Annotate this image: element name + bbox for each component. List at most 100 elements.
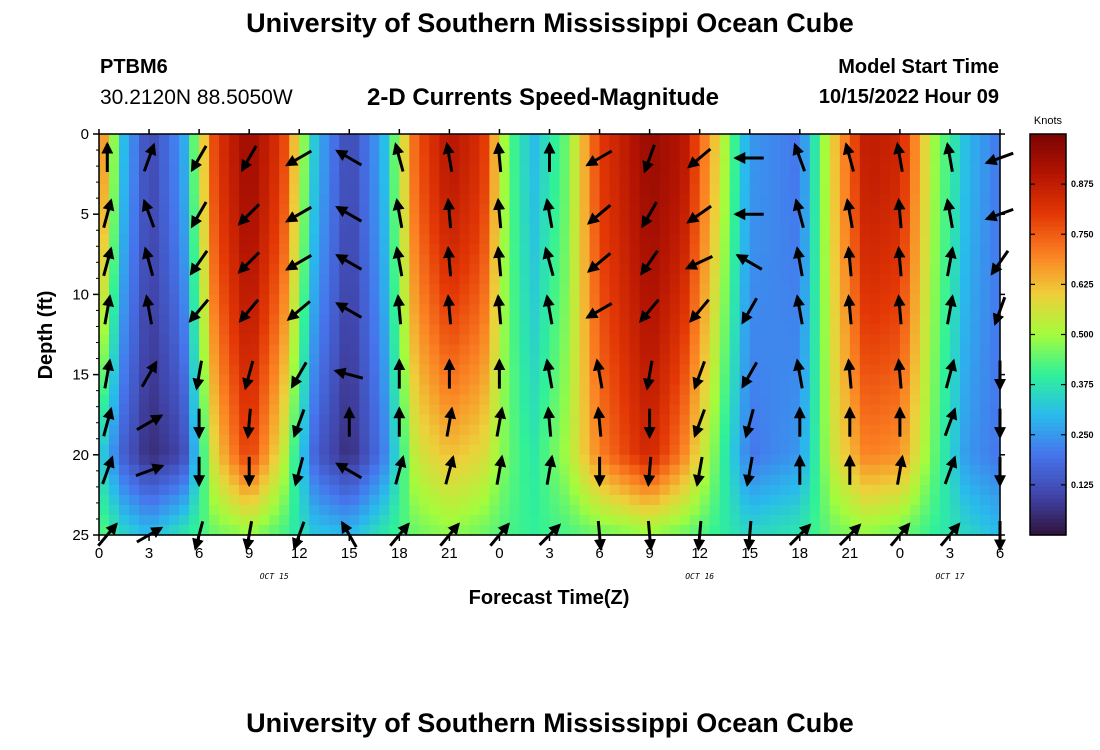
heatmap-cell bbox=[889, 494, 901, 506]
heatmap-cell bbox=[809, 284, 821, 296]
heatmap-cell bbox=[499, 264, 511, 275]
heatmap-cell bbox=[409, 314, 420, 326]
heatmap-cell bbox=[569, 454, 581, 466]
heatmap-cell bbox=[309, 364, 320, 376]
heatmap-cell bbox=[139, 484, 150, 496]
heatmap-cell bbox=[529, 394, 541, 406]
heatmap-cell bbox=[409, 184, 420, 195]
heatmap-cell bbox=[729, 304, 741, 316]
heatmap-cell bbox=[289, 204, 300, 215]
heatmap-cell bbox=[469, 164, 481, 175]
heatmap-cell bbox=[209, 484, 220, 496]
heatmap-cell bbox=[759, 284, 771, 296]
heatmap-cell bbox=[829, 294, 841, 306]
heatmap-cell bbox=[949, 394, 961, 406]
heatmap-cell bbox=[339, 294, 350, 306]
heatmap-cell bbox=[369, 234, 380, 245]
heatmap-cell bbox=[949, 194, 961, 205]
heatmap-cell bbox=[199, 404, 210, 416]
heatmap-cell bbox=[679, 304, 691, 316]
heatmap-cell bbox=[559, 144, 571, 155]
heatmap-cell bbox=[849, 384, 861, 396]
station-id: PTBM6 bbox=[100, 56, 168, 78]
heatmap-cell bbox=[109, 344, 120, 356]
heatmap-cell bbox=[389, 274, 400, 285]
heatmap-cell bbox=[629, 284, 641, 296]
heatmap-cell bbox=[699, 134, 711, 145]
heatmap-cell bbox=[409, 164, 420, 175]
heatmap-cell bbox=[539, 394, 551, 406]
heatmap-cell bbox=[899, 324, 911, 336]
heatmap-cell bbox=[639, 404, 651, 416]
heatmap-cell bbox=[849, 224, 861, 235]
heatmap-cell bbox=[449, 234, 460, 245]
heatmap-cell bbox=[669, 504, 681, 516]
heatmap-cell bbox=[539, 454, 551, 466]
heatmap-cell bbox=[559, 234, 571, 245]
heatmap-cell bbox=[889, 274, 901, 285]
heatmap-cell bbox=[329, 434, 340, 446]
heatmap-cell bbox=[789, 464, 801, 476]
heatmap-cell bbox=[649, 254, 661, 265]
heatmap-cell bbox=[819, 354, 831, 366]
heatmap-cell bbox=[539, 504, 551, 516]
heatmap-cell bbox=[669, 294, 681, 306]
heatmap-cell bbox=[379, 144, 390, 155]
heatmap-cell bbox=[349, 334, 360, 346]
colorbar-segment bbox=[1030, 346, 1066, 352]
heatmap-cell bbox=[629, 404, 641, 416]
heatmap-cell bbox=[109, 354, 120, 366]
heatmap-cell bbox=[709, 384, 721, 396]
current-vector-arrow bbox=[102, 246, 115, 277]
heatmap-cell bbox=[399, 494, 410, 506]
heatmap-cell bbox=[829, 494, 841, 506]
heatmap-cell bbox=[349, 394, 360, 406]
heatmap-cell bbox=[229, 244, 240, 255]
heatmap-cell bbox=[99, 194, 110, 205]
heatmap-cell bbox=[379, 344, 390, 356]
heatmap-cell bbox=[649, 154, 661, 165]
heatmap-cell bbox=[259, 464, 270, 476]
heatmap-cell bbox=[649, 204, 661, 215]
heatmap-cell bbox=[179, 354, 190, 366]
heatmap-cell bbox=[669, 154, 681, 165]
heatmap-cell bbox=[949, 444, 961, 456]
heatmap-cell bbox=[739, 174, 751, 185]
heatmap-cell bbox=[509, 194, 521, 205]
heatmap-cell bbox=[629, 214, 641, 225]
heatmap-cell bbox=[489, 504, 501, 516]
heatmap-cell bbox=[739, 454, 751, 466]
heatmap-cell bbox=[719, 474, 731, 486]
heatmap-cell bbox=[809, 444, 821, 456]
heatmap-cell bbox=[109, 194, 120, 205]
heatmap-cell bbox=[909, 194, 921, 205]
heatmap-cell bbox=[759, 454, 771, 466]
heatmap-cell bbox=[179, 334, 190, 346]
heatmap-cell bbox=[119, 324, 130, 336]
heatmap-cell bbox=[719, 324, 731, 336]
heatmap-cell bbox=[789, 524, 801, 536]
heatmap-cell bbox=[969, 334, 981, 346]
heatmap-cell bbox=[659, 524, 671, 536]
heatmap-cell bbox=[939, 304, 951, 316]
heatmap-cell bbox=[949, 204, 961, 215]
x-tick-label: 15 bbox=[741, 545, 758, 562]
heatmap-cell bbox=[889, 434, 901, 446]
current-vector-arrow bbox=[544, 454, 557, 485]
heatmap-cell bbox=[639, 204, 651, 215]
heatmap-cell bbox=[929, 264, 941, 275]
heatmap-cell bbox=[269, 404, 280, 416]
heatmap-cell bbox=[659, 204, 671, 215]
heatmap-cell bbox=[699, 354, 711, 366]
heatmap-cell bbox=[329, 314, 340, 326]
heatmap-cell bbox=[589, 434, 601, 446]
heatmap-cell bbox=[679, 504, 691, 516]
heatmap-cell bbox=[99, 454, 110, 466]
heatmap-cell bbox=[229, 284, 240, 296]
heatmap-cell bbox=[579, 214, 591, 225]
heatmap-cell bbox=[759, 304, 771, 316]
heatmap-cell bbox=[119, 154, 130, 165]
heatmap-cell bbox=[719, 454, 731, 466]
heatmap-cell bbox=[919, 494, 931, 506]
current-vector-arrow bbox=[142, 294, 155, 325]
